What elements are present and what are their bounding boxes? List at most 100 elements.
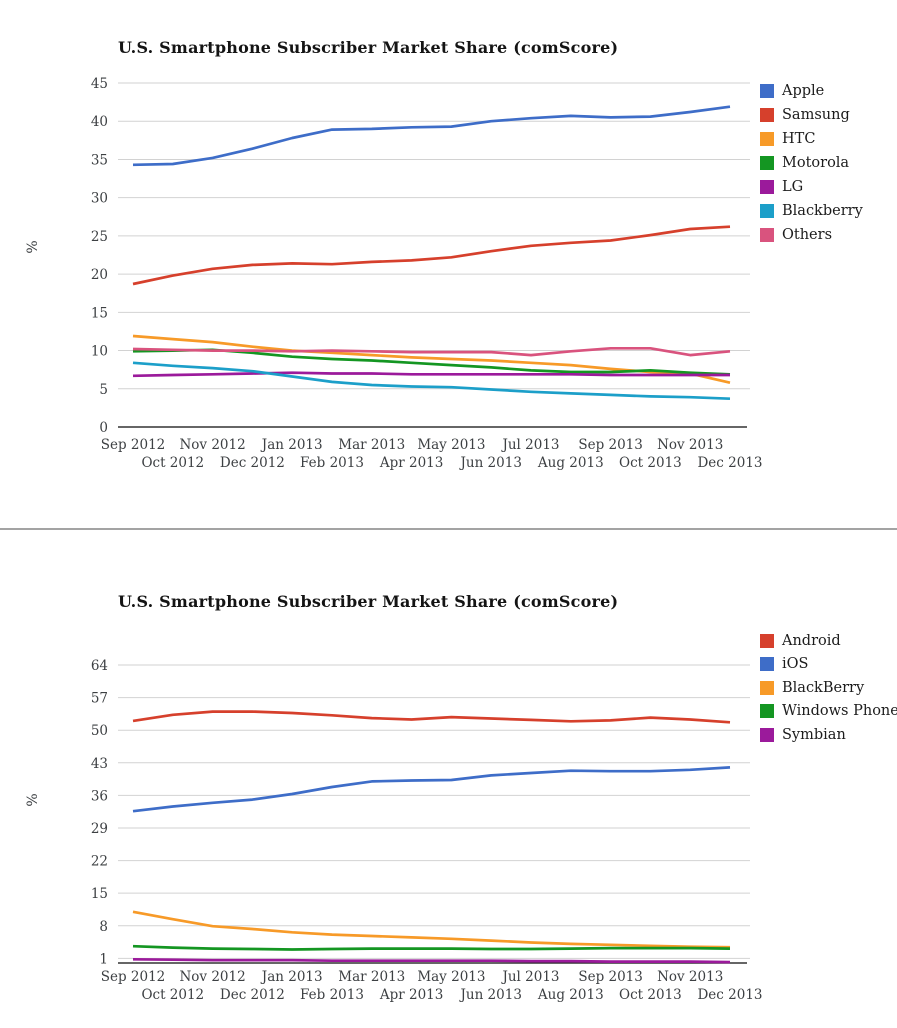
series-line-others [132, 346, 731, 357]
legend-swatch-lg [760, 180, 774, 194]
legend-swatch-apple [760, 84, 774, 98]
legend-label: iOS [782, 656, 809, 673]
series-line-motorola [132, 348, 731, 376]
series-line-ios [132, 766, 731, 813]
x-tick-label: Mar 2013 [338, 437, 405, 453]
x-tick-label: Nov 2012 [179, 969, 245, 985]
x-tick-label: Nov 2013 [657, 969, 723, 985]
x-tick-label: Feb 2013 [300, 455, 364, 471]
y-tick-label: 30 [91, 191, 108, 207]
x-tick-label: Aug 2013 [537, 455, 604, 471]
legend-item-blackberry: Blackberry [760, 199, 863, 223]
x-tick-label: Sep 2012 [101, 437, 166, 453]
legend-item-ios: iOS [760, 653, 897, 677]
chart1-title: U.S. Smartphone Subscriber Market Share … [118, 38, 619, 57]
x-tick-label: Jun 2013 [458, 987, 521, 1003]
legend-item-others: Others [760, 223, 863, 247]
legend-swatch-others [760, 228, 774, 242]
legend-item-apple: Apple [760, 79, 863, 103]
legend-item-htc: HTC [760, 127, 863, 151]
legend-item-blackberry: BlackBerry [760, 676, 897, 700]
y-tick-label: 57 [91, 691, 108, 707]
x-tick-label: May 2013 [417, 969, 485, 985]
legend-label: HTC [782, 131, 816, 147]
legend-item-symbian: Symbian [760, 723, 897, 747]
series-line-symbian [132, 957, 731, 964]
x-tick-label: Dec 2012 [220, 987, 285, 1003]
x-tick-label: Dec 2013 [697, 987, 762, 1003]
legend-swatch-htc [760, 132, 774, 146]
y-tick-label: 1 [99, 951, 108, 967]
y-tick-label: 43 [91, 756, 108, 772]
series-line-android [132, 710, 731, 724]
x-tick-label: Jan 2013 [260, 437, 323, 453]
y-tick-label: 20 [91, 267, 108, 283]
x-tick-label: Jan 2013 [260, 969, 323, 985]
y-tick-label: 25 [91, 229, 108, 245]
legend-label: BlackBerry [782, 679, 865, 696]
chart2-title: U.S. Smartphone Subscriber Market Share … [118, 592, 619, 611]
x-tick-label: Nov 2012 [179, 437, 245, 453]
x-tick-label: Dec 2013 [697, 455, 762, 471]
x-tick-label: Oct 2013 [619, 455, 682, 471]
charts-divider [0, 528, 897, 530]
legend-swatch-blackberry [760, 680, 774, 695]
legend-swatch-android [760, 633, 774, 648]
x-tick-label: Dec 2012 [220, 455, 285, 471]
y-tick-label: 36 [91, 788, 108, 804]
series-line-blackberry [132, 361, 731, 401]
chart1-y-axis-label: % [25, 240, 41, 254]
legend-item-windows-phone: Windows Phone [760, 700, 897, 724]
y-tick-label: 0 [99, 420, 108, 436]
y-tick-label: 15 [91, 305, 108, 321]
x-tick-label: Apr 2013 [379, 987, 444, 1003]
x-tick-label: Sep 2012 [101, 969, 166, 985]
x-tick-label: Feb 2013 [300, 987, 364, 1003]
x-tick-label: May 2013 [417, 437, 485, 453]
y-tick-label: 15 [91, 886, 108, 902]
y-tick-label: 22 [91, 854, 108, 870]
legend-label: Motorola [782, 155, 850, 171]
legend-label: Others [782, 227, 833, 243]
chart1-legend: Apple Samsung HTC Motorola LG Blackberry Other… [760, 79, 863, 247]
legend-swatch-samsung [760, 108, 774, 122]
y-tick-label: 8 [99, 919, 108, 935]
y-tick-label: 50 [91, 723, 108, 739]
y-tick-label: 45 [91, 76, 108, 92]
legend-label: Blackberry [782, 203, 863, 219]
x-tick-label: Jul 2013 [500, 437, 559, 453]
y-tick-label: 10 [91, 344, 108, 360]
legend-swatch-symbian [760, 727, 774, 742]
x-tick-label: Sep 2013 [578, 969, 643, 985]
legend-swatch-blackberry [760, 204, 774, 218]
x-tick-label: Aug 2013 [537, 987, 604, 1003]
legend-swatch-windows-phone [760, 704, 774, 719]
series-line-samsung [132, 225, 731, 286]
y-tick-label: 64 [91, 658, 108, 674]
x-tick-label: Jun 2013 [458, 455, 521, 471]
x-tick-label: Oct 2013 [619, 987, 682, 1003]
legend-label: LG [782, 179, 804, 195]
y-tick-label: 5 [99, 382, 108, 398]
series-line-windows-phone [132, 944, 731, 951]
legend-item-motorola: Motorola [760, 151, 863, 175]
series-line-blackberry [132, 910, 731, 949]
x-tick-label: Oct 2012 [141, 455, 204, 471]
legend-item-lg: LG [760, 175, 863, 199]
y-tick-label: 35 [91, 152, 108, 168]
x-tick-label: Jul 2013 [500, 969, 559, 985]
y-tick-label: 29 [91, 821, 108, 837]
series-line-apple [132, 105, 731, 167]
chart2-y-axis-label: % [25, 793, 41, 807]
x-tick-label: Apr 2013 [379, 455, 444, 471]
x-tick-label: Mar 2013 [338, 969, 405, 985]
legend-label: Apple [782, 83, 825, 99]
legend-label: Windows Phone [782, 703, 897, 720]
legend-label: Android [782, 632, 841, 649]
y-tick-label: 40 [91, 114, 108, 130]
x-tick-label: Sep 2013 [578, 437, 643, 453]
series-line-htc [132, 334, 731, 385]
legend-item-samsung: Samsung [760, 103, 863, 127]
legend-swatch-motorola [760, 156, 774, 170]
